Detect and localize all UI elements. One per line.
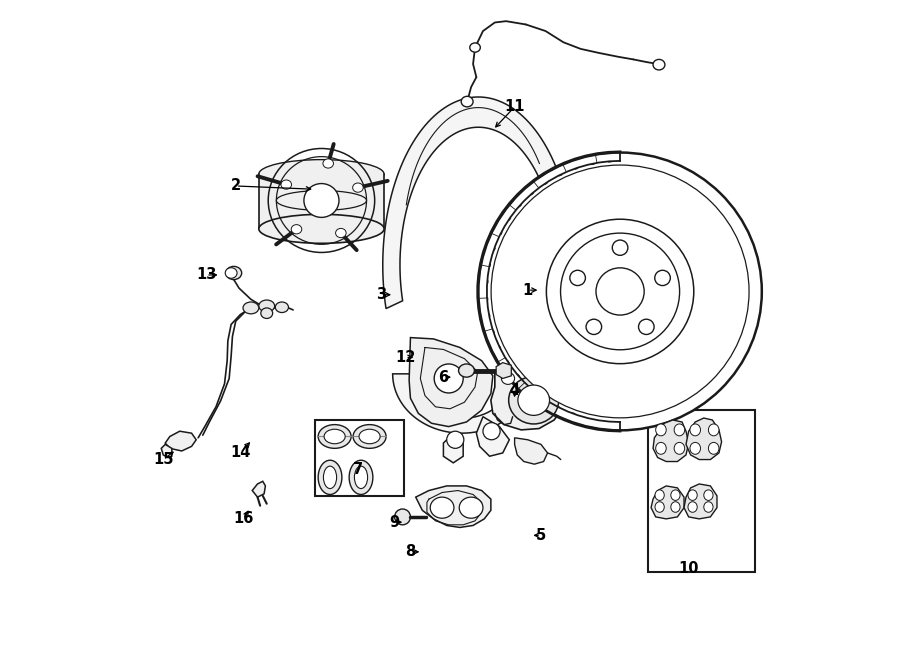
Ellipse shape (275, 302, 289, 312)
Ellipse shape (674, 442, 685, 454)
Ellipse shape (674, 424, 685, 436)
Ellipse shape (259, 214, 384, 244)
Ellipse shape (501, 373, 515, 385)
Ellipse shape (670, 490, 680, 500)
Ellipse shape (394, 509, 410, 525)
Ellipse shape (359, 429, 380, 444)
Ellipse shape (353, 424, 386, 448)
Ellipse shape (546, 219, 694, 363)
Text: 9: 9 (389, 514, 399, 530)
Ellipse shape (281, 180, 292, 189)
Text: 14: 14 (230, 446, 250, 461)
Ellipse shape (349, 460, 373, 495)
Ellipse shape (430, 497, 454, 518)
Polygon shape (382, 97, 568, 308)
Polygon shape (161, 444, 172, 457)
Ellipse shape (353, 183, 364, 192)
Ellipse shape (323, 466, 337, 489)
Ellipse shape (446, 431, 464, 448)
Bar (315, 420, 404, 496)
Ellipse shape (653, 60, 665, 70)
Ellipse shape (654, 270, 670, 285)
Ellipse shape (655, 490, 664, 500)
Ellipse shape (708, 424, 719, 436)
Ellipse shape (478, 152, 761, 430)
Text: 5: 5 (536, 528, 546, 543)
Ellipse shape (612, 240, 628, 256)
Text: 12: 12 (395, 350, 416, 365)
Ellipse shape (518, 385, 550, 415)
Ellipse shape (508, 377, 559, 424)
Ellipse shape (483, 422, 500, 440)
Ellipse shape (261, 308, 273, 318)
Polygon shape (653, 420, 688, 461)
Ellipse shape (596, 268, 644, 315)
Text: 16: 16 (233, 511, 254, 526)
Polygon shape (444, 433, 464, 463)
Ellipse shape (324, 429, 346, 444)
Ellipse shape (323, 159, 334, 168)
Text: 13: 13 (196, 267, 216, 283)
Ellipse shape (225, 267, 237, 278)
Ellipse shape (461, 96, 473, 107)
Polygon shape (259, 174, 384, 229)
Ellipse shape (688, 490, 698, 500)
Polygon shape (684, 484, 717, 519)
Polygon shape (476, 416, 509, 456)
Polygon shape (166, 431, 196, 451)
Text: 10: 10 (679, 561, 699, 576)
Ellipse shape (704, 502, 713, 512)
Ellipse shape (276, 191, 366, 211)
Polygon shape (496, 363, 511, 379)
Polygon shape (392, 322, 531, 433)
Text: 3: 3 (375, 287, 386, 303)
Ellipse shape (670, 502, 680, 512)
Text: 1: 1 (523, 283, 533, 298)
Ellipse shape (470, 43, 481, 52)
Text: 15: 15 (153, 452, 174, 467)
Text: 11: 11 (504, 99, 525, 115)
Ellipse shape (656, 424, 666, 436)
Ellipse shape (304, 183, 339, 217)
Polygon shape (515, 438, 547, 464)
Polygon shape (252, 481, 266, 497)
Bar (648, 410, 754, 571)
Ellipse shape (259, 160, 384, 189)
Polygon shape (686, 418, 722, 459)
Polygon shape (410, 338, 493, 426)
Ellipse shape (319, 424, 351, 448)
Ellipse shape (434, 364, 464, 393)
Text: 8: 8 (405, 544, 416, 559)
Ellipse shape (656, 442, 666, 454)
Polygon shape (416, 486, 490, 528)
Ellipse shape (292, 224, 302, 234)
Ellipse shape (319, 460, 342, 495)
Polygon shape (651, 486, 684, 519)
Ellipse shape (655, 502, 664, 512)
Ellipse shape (690, 442, 700, 454)
Ellipse shape (704, 490, 713, 500)
Polygon shape (491, 363, 567, 430)
Ellipse shape (336, 228, 346, 238)
Ellipse shape (243, 302, 259, 314)
Ellipse shape (688, 502, 698, 512)
Ellipse shape (638, 319, 654, 334)
Text: 4: 4 (509, 383, 519, 398)
Ellipse shape (259, 300, 274, 312)
Ellipse shape (708, 442, 719, 454)
Text: 6: 6 (438, 369, 448, 385)
Ellipse shape (690, 424, 700, 436)
Ellipse shape (459, 364, 474, 377)
Ellipse shape (570, 270, 585, 285)
Ellipse shape (491, 165, 749, 418)
Ellipse shape (586, 319, 601, 334)
Text: 7: 7 (353, 462, 363, 477)
Ellipse shape (561, 233, 680, 350)
Ellipse shape (226, 266, 242, 279)
Text: 2: 2 (230, 179, 241, 193)
Ellipse shape (459, 497, 483, 518)
Ellipse shape (355, 466, 367, 489)
